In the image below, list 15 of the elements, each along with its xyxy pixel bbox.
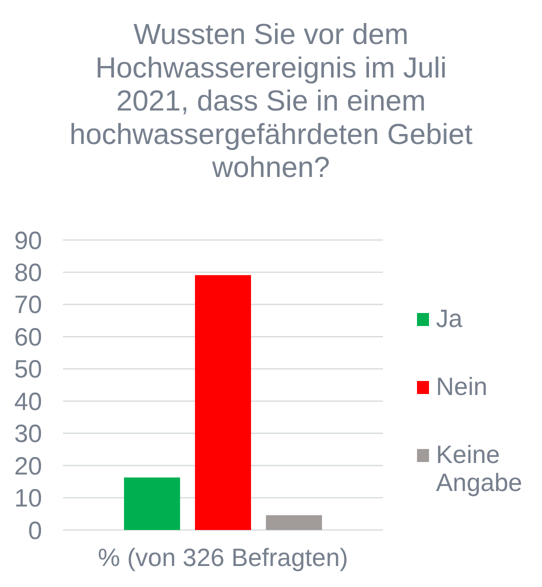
y-tick-label: 60 (14, 323, 42, 352)
y-tick-label: 40 (14, 388, 42, 416)
legend-label: Nein (436, 373, 488, 401)
y-tick-label: 90 (14, 226, 42, 255)
y-tick-label: 20 (14, 452, 42, 480)
chart-title: Wussten Sie vor dem Hochwasserereignis im Juli 2021, dass Sie in einem hochwassergefährdeten Gebiet wohnen? (69, 19, 473, 184)
y-tick-label: 10 (14, 484, 42, 513)
y-tick-label: 30 (14, 420, 42, 448)
y-tick-label: 80 (14, 258, 42, 287)
legend-label: Ja (436, 305, 462, 333)
x-axis-title: % (von 326 Befragten) (98, 544, 348, 572)
legend-label: Keine Angabe (436, 441, 522, 497)
y-tick-label: 70 (14, 291, 42, 320)
y-tick-label: 0 (28, 516, 42, 545)
y-tick-label: 50 (14, 356, 42, 384)
